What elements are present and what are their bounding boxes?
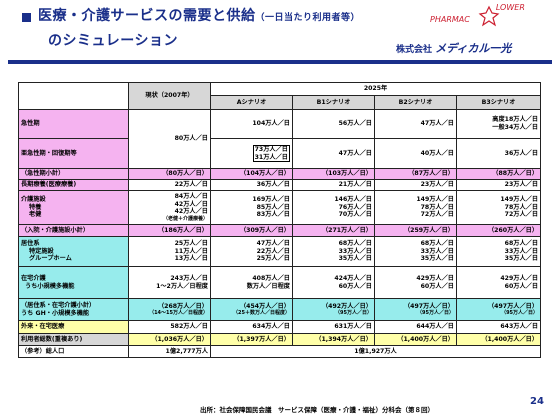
slide-title-line1: 医療・介護サービスの需要と供給（一日当たり利用者等） [38,8,361,24]
simulation-table: 現状（2007年） 2025年 Aシナリオ B1シナリオ B2シナリオ B3シナ… [18,82,542,358]
cell-residential-b1: 68万人／日 33万人／日 35万人／日 [292,236,375,267]
cell-residential-b2: 68万人／日 33万人／日 35万人／日 [374,236,457,267]
subacute-a-boxed-values: 73万人／日 31万人／日 [252,145,290,162]
cell-reshome-b3: （497万人／日） （95万人／日） [455,298,542,321]
cell-population-current: 1億2,777万人 [128,345,211,358]
cell-inpatient-sub-b1: （271万人／日） [292,224,375,237]
cell-home-a: 408万人／日 数万人／日程度 [210,266,293,299]
page-number: 24 [530,396,544,407]
header-scenario-b3: B3シナリオ [455,95,542,110]
row-label-inpatient-subtotal: （入院・介護施設小計） [18,224,129,237]
cell-care-b2: 149万人／日 78万人／日 72万人／日 [374,190,457,225]
cell-acute-b3: 高度18万人／日 一般34万人／日 [455,109,542,139]
cell-care-b3: 149万人／日 78万人／日 72万人／日 [455,190,542,225]
cell-inpatient-sub-current: （186万人／日） [128,224,211,237]
cell-users-b3: （1,400万人／日） [455,333,542,346]
company-name: 株式会社 メディカル一光 [396,42,512,55]
cell-outpatient-b2: 644万人／日 [374,320,457,334]
cell-home-b1: 424万人／日 60万人／日 [292,266,375,299]
cell-care-a: 169万人／日 85万人／日 83万人／日 [210,190,293,225]
cell-residential-current: 25万人／日 11万人／日 13万人／日 [128,236,211,267]
cell-longterm-a: 36万人／日 [210,179,293,191]
cell-acute-b1: 56万人／日 [292,109,375,139]
cell-acute-current: 80万人／日 [128,109,211,169]
header-year: 2025年 [209,82,542,96]
cell-acute-sub-a: （104万人／日） [210,168,293,180]
cell-reshome-a: （454万人／日） （25＋数万人／日程度） [210,298,293,321]
header-blank [18,82,129,110]
header-scenario-b2: B2シナリオ [374,95,457,110]
cell-population-2025: 1億1,927万人 [209,345,542,358]
cell-home-b2: 429万人／日 60万人／日 [374,266,457,299]
cell-care-b1: 146万人／日 76万人／日 70万人／日 [292,190,375,225]
title-rule [8,60,552,64]
cell-longterm-b3: 23万人／日 [455,179,542,191]
cell-subacute-b2: 40万人／日 [374,138,457,169]
cell-care-current: 84万人／日 42万人／日 42万人／日 （老健＋介護療養） [128,190,211,225]
slide-title-line2: のシミュレーション [48,33,178,49]
row-label-acute-subtotal: （急性期小計） [18,168,129,180]
logo-text: PHARMACLOWER [430,3,525,24]
header-scenario-a: Aシナリオ [210,95,293,110]
cell-longterm-b1: 21万人／日 [292,179,375,191]
row-label-acute: 急性期 [18,109,129,139]
cell-outpatient-b3: 643万人／日 [455,320,542,334]
cell-reshome-b1: （492万人／日） （95万人／日） [292,298,375,321]
row-label-users: 利用者総数(重複あり) [18,333,129,346]
cell-longterm-current: 22万人／日 [128,179,211,191]
cell-reshome-b2: （497万人／日） （95万人／日） [374,298,457,321]
source-note: 出所：社会保障国民会議 サービス保障（医療・介護・福祉）分科会（第８回） [200,406,434,414]
title-bullet [22,13,31,22]
cell-reshome-current: （268万人／日） （14～15万人／日程度） [128,298,211,321]
cell-longterm-b2: 23万人／日 [374,179,457,191]
cell-users-current: （1,036万人／日） [128,333,211,346]
flower-logo-icon [478,5,500,27]
cell-subacute-b1: 47万人／日 [292,138,375,169]
header-scenario-b1: B1シナリオ [292,95,375,110]
row-label-population: （参考）総人口 [18,345,129,358]
title-bar: 医療・介護サービスの需要と供給（一日当たり利用者等） のシミュレーション PHA… [0,0,560,64]
cell-residential-b3: 68万人／日 33万人／日 35万人／日 [455,236,542,267]
cell-acute-sub-b2: （87万人／日） [374,168,457,180]
cell-users-a: （1,397万人／日） [210,333,293,346]
cell-outpatient-a: 634万人／日 [210,320,293,334]
cell-subacute-a: 73万人／日 31万人／日 [210,138,293,169]
cell-residential-a: 47万人／日 22万人／日 25万人／日 [210,236,293,267]
cell-inpatient-sub-a: （309万人／日） [210,224,293,237]
cell-outpatient-b1: 631万人／日 [292,320,375,334]
row-label-longterm: 長期療養(医療療養) [18,179,129,191]
row-label-reshome-subtotal: （居住系・在宅介護小計） うち GH・小規模多機能 [18,298,129,321]
row-label-outpatient: 外来・在宅医療 [18,320,129,334]
cell-subacute-b3: 36万人／日 [455,138,542,169]
cell-users-b1: （1,394万人／日） [292,333,375,346]
cell-inpatient-sub-b3: （260万人／日） [455,224,542,237]
cell-acute-b2: 47万人／日 [374,109,457,139]
cell-acute-sub-current: （80万人／日） [128,168,211,180]
row-label-homecare: 在宅介護 うち小規模多機能 [18,266,129,299]
row-label-residential: 居住系 特定施設 グループホーム [18,236,129,267]
cell-home-current: 243万人／日 1～2万人／日程度 [128,266,211,299]
cell-home-b3: 429万人／日 60万人／日 [455,266,542,299]
row-label-subacute: 亜急性期・回復期等 [18,138,129,169]
cell-acute-a: 104万人／日 [210,109,293,139]
cell-inpatient-sub-b2: （259万人／日） [374,224,457,237]
cell-users-b2: （1,400万人／日） [374,333,457,346]
header-current: 現状（2007年） [128,82,211,110]
row-label-care: 介護施設 特養 老健 [18,190,129,225]
cell-acute-sub-b3: （88万人／日） [455,168,542,180]
cell-outpatient-current: 582万人／日 [128,320,211,334]
cell-acute-sub-b1: （103万人／日） [292,168,375,180]
